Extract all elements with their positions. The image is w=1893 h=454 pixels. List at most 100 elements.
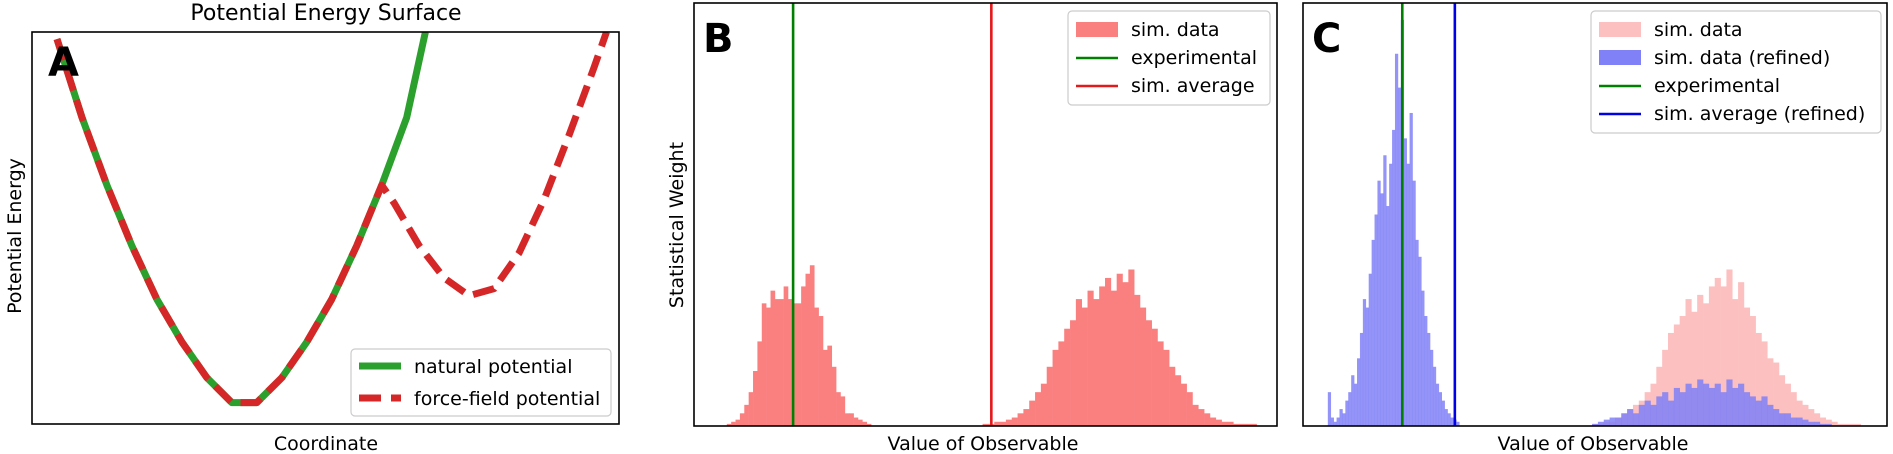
panel-c-hist2-bar	[1761, 396, 1768, 426]
panel-b-hist0-bar	[744, 404, 749, 426]
panel-b-hist0-bar	[761, 303, 767, 426]
panel-c-hist0-bar	[1714, 277, 1721, 426]
panel-b-hist1-bar	[1192, 404, 1199, 426]
panel-c-hist2-bar	[1662, 392, 1669, 426]
panel-b-hist0-bar	[783, 286, 789, 426]
panel-b-hist1-bar	[1035, 392, 1042, 426]
panel-b-hist0-bar	[779, 299, 784, 426]
panel-c-hist1-bar	[1430, 349, 1434, 426]
panel-b-hist0-bar	[731, 421, 736, 426]
panel-c-hist2-bar	[1732, 387, 1739, 426]
panel-b-hist0-bar	[831, 366, 837, 426]
panel-c-hist2-bar	[1726, 379, 1733, 426]
panel-c-hist2-bar	[1814, 421, 1821, 426]
panel-c-legend-box	[1590, 10, 1882, 134]
panel-b-hist1-bar	[1064, 328, 1071, 426]
panel-c-hist2-bar	[1615, 417, 1622, 426]
panel-c-hist0-bar	[1703, 303, 1710, 426]
panel-b-hist0-bar	[748, 392, 754, 426]
panel-c-hist0-bar	[1773, 362, 1780, 426]
panel-c-hist2-bar	[1784, 413, 1791, 426]
panel-a-plot-area	[53, 32, 610, 407]
panel-c: Value of Observable C sim. data sim. dat…	[1302, 2, 1888, 454]
panel-c-plot-area	[1327, 3, 1862, 426]
panel-c-legend-swatch-refined	[1599, 50, 1641, 65]
panel-c-hist1-bar	[1389, 163, 1393, 426]
panel-b-hist0-bar	[766, 307, 771, 426]
panel-c-hist0-bar	[1814, 413, 1821, 426]
panel-a-legend-box	[350, 348, 612, 417]
panel-c-hist1-bar	[1456, 421, 1460, 426]
panel-c-hist2-bar	[1632, 413, 1640, 426]
panel-b-hist1-bar	[1105, 277, 1112, 426]
panel-a-frame	[31, 31, 620, 425]
panel-c-hist2-bar	[1796, 417, 1803, 426]
panel-b-hist1-bar	[1227, 421, 1234, 426]
panel-b-hist1-bar	[1163, 349, 1170, 426]
panel-b-hist0-bar	[857, 419, 863, 426]
panel-c-hist1-bar	[1403, 138, 1407, 426]
panel-b-hist1-bar	[994, 421, 1001, 426]
panel-b-hist0-bar	[836, 392, 841, 426]
panel-c-hist0-bar	[1679, 316, 1686, 426]
panel-c-hist2-bar	[1778, 413, 1786, 426]
panel-c-hist2-bar	[1650, 404, 1657, 426]
panel-c-legend-label-simdata: sim. data	[1654, 19, 1743, 41]
panel-b-hist1-bar	[1204, 413, 1211, 426]
panel-c-hist2-bar	[1720, 392, 1727, 426]
panel-c-hist0-bar	[1732, 299, 1739, 426]
panel-b-hist1-bar	[1180, 383, 1187, 426]
panel-c-hist2-bar	[1743, 392, 1751, 426]
panel-c-hist0-bar	[1691, 311, 1698, 426]
panel-c-hist2-bar	[1703, 383, 1710, 426]
panel-c-hist1-bar	[1418, 256, 1422, 426]
panel-b-hist1-bar	[1017, 413, 1024, 426]
panel-c-hist1-bar	[1432, 366, 1437, 426]
panel-c-hist1-bar	[1327, 392, 1332, 426]
panel-c-hist1-bar	[1412, 180, 1416, 426]
panel-c-letter: C	[1312, 16, 1341, 62]
panel-c-hist1-bar	[1447, 413, 1451, 426]
panel-c-hist1-bar	[1339, 409, 1343, 426]
panel-c-hist2-bar	[1697, 379, 1704, 426]
panel-b-hist1-bar	[1070, 320, 1077, 426]
panel-b-hist0-bar	[735, 419, 741, 426]
panel-b-letter: B	[703, 16, 734, 62]
panel-c-hist2-bar	[1603, 419, 1610, 426]
panel-b-hist1-bar	[1244, 423, 1252, 426]
panel-c-hist1-bar	[1380, 193, 1384, 426]
panel-b-hist1-bar	[1110, 290, 1117, 426]
panel-c-legend-label-experimental: experimental	[1654, 75, 1780, 97]
panel-b-hist1-bar	[1145, 320, 1152, 426]
panel-c-hist1-bar	[1351, 375, 1355, 426]
panel-c-hist2-bar	[1738, 383, 1745, 426]
panel-b-hist1-bar	[1075, 299, 1082, 426]
panel-b-hist0-bar	[770, 290, 776, 426]
panel-b-hist1-bar	[1209, 417, 1217, 426]
panel-c-hist0-bar	[1673, 324, 1680, 426]
panel-c-hist0-bar	[1708, 286, 1716, 426]
panel-b-hist1-bar	[1198, 409, 1205, 426]
panel-c-hist1-bar	[1392, 129, 1396, 426]
panel-c-hist0-bar	[1837, 423, 1844, 426]
panel-c-hist0-bar	[1749, 316, 1756, 426]
panel-b-hist1-bar	[1128, 269, 1135, 426]
panel-c-hist1-bar	[1359, 332, 1364, 426]
panel-c-hist1-bar	[1342, 413, 1346, 426]
panel-a-ylabel: Potential Energy	[4, 158, 26, 314]
panel-b-xlabel: Value of Observable	[888, 433, 1079, 454]
panel-c-hist2-bar	[1627, 409, 1634, 426]
panel-c-hist2-bar	[1656, 396, 1663, 426]
panel-b-legend-swatch-simdata	[1076, 22, 1118, 37]
panel-b-hist1-bar	[1139, 307, 1147, 426]
panel-b-hist0-bar	[788, 299, 793, 426]
panel-c-hist2-bar	[1825, 423, 1832, 426]
panel-b-hist1-bar	[1000, 421, 1007, 426]
panel-c-hist0-bar	[1761, 341, 1768, 426]
panel-c-frame	[1302, 2, 1888, 427]
panel-c-hist0-bar	[1743, 307, 1751, 426]
panel-c-hist2-bar	[1679, 392, 1686, 426]
panel-c-hist2-bar	[1708, 387, 1716, 426]
panel-b-hist1-bar	[1116, 273, 1123, 426]
panel-b: Statistical Weight Value of Observable B…	[666, 2, 1278, 454]
